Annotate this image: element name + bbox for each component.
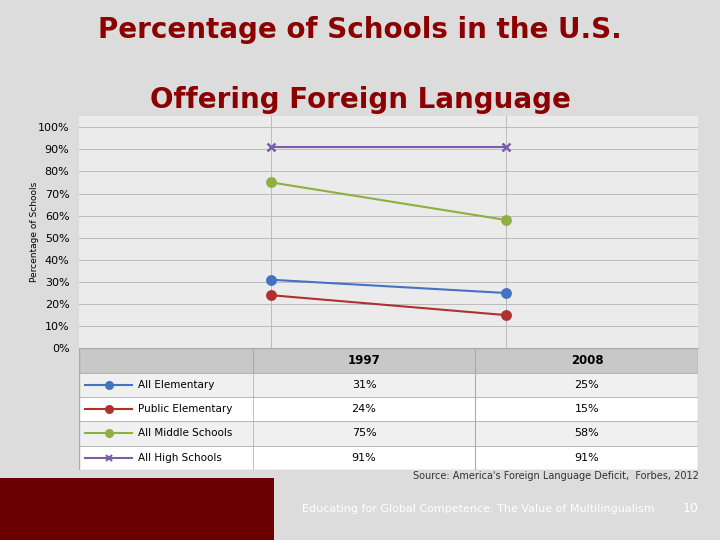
Text: 25%: 25% bbox=[575, 380, 599, 390]
Text: 58%: 58% bbox=[575, 428, 599, 438]
Text: All Middle Schools: All Middle Schools bbox=[138, 428, 233, 438]
Text: 75%: 75% bbox=[351, 428, 377, 438]
Bar bbox=[79, 397, 698, 421]
Text: 91%: 91% bbox=[575, 453, 599, 463]
Bar bbox=[79, 373, 698, 397]
Text: 2008: 2008 bbox=[571, 354, 603, 367]
Text: All Elementary: All Elementary bbox=[138, 380, 215, 390]
Text: 31%: 31% bbox=[351, 380, 377, 390]
Text: 91%: 91% bbox=[351, 453, 377, 463]
Y-axis label: Percentage of Schools: Percentage of Schools bbox=[30, 182, 39, 282]
Bar bbox=[79, 446, 698, 470]
Text: 1997: 1997 bbox=[348, 354, 380, 367]
Text: Educating for Global Competence: The Value of Multilingualism: Educating for Global Competence: The Val… bbox=[302, 504, 655, 514]
Text: Offering Foreign Language: Offering Foreign Language bbox=[150, 86, 570, 114]
Bar bbox=[79, 348, 698, 373]
Text: Public Elementary: Public Elementary bbox=[138, 404, 233, 414]
Text: All High Schools: All High Schools bbox=[138, 453, 222, 463]
Text: 10: 10 bbox=[683, 502, 698, 516]
Bar bbox=[79, 421, 698, 445]
Text: 24%: 24% bbox=[351, 404, 377, 414]
Text: Source: America's Foreign Language Deficit,  Forbes, 2012: Source: America's Foreign Language Defic… bbox=[413, 471, 698, 481]
Bar bbox=[0, 478, 274, 540]
Text: 15%: 15% bbox=[575, 404, 599, 414]
Text: Percentage of Schools in the U.S.: Percentage of Schools in the U.S. bbox=[98, 16, 622, 44]
